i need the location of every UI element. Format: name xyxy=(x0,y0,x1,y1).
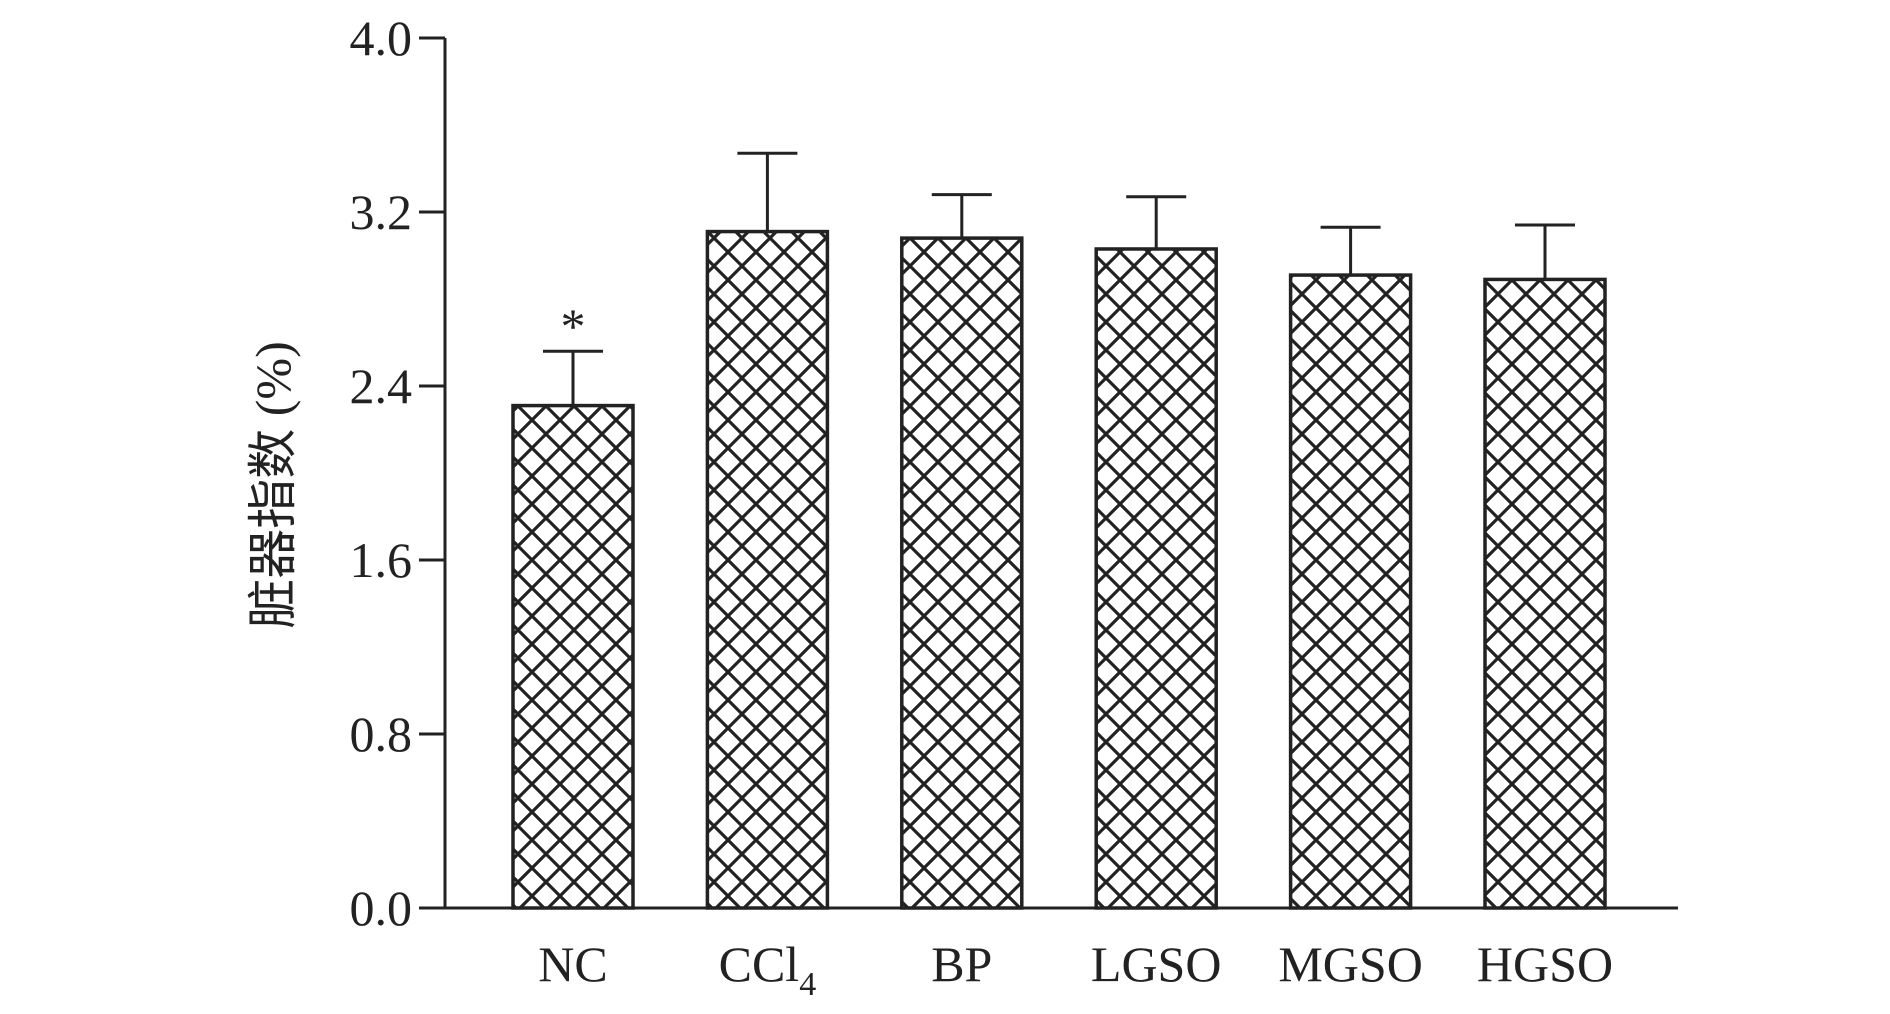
x-tick-label: LGSO xyxy=(1091,936,1222,992)
x-tick-label-text: BP xyxy=(931,936,992,992)
bar xyxy=(1288,273,1413,910)
x-tick-label-text: HGSO xyxy=(1477,936,1613,992)
significance-marker: * xyxy=(561,298,586,354)
bar xyxy=(705,229,830,910)
y-axis-label: 脏器指数 (%) xyxy=(245,341,301,628)
bar xyxy=(511,403,635,910)
y-tick-label: 4.0 xyxy=(350,10,413,66)
x-tick-label-subscript: 4 xyxy=(799,966,816,1003)
y-axis: 0.0 0.8 1.6 2.4 3.2 4.0 xyxy=(350,10,447,936)
bar xyxy=(1483,277,1607,910)
y-tick-label: 2.4 xyxy=(350,358,413,414)
y-tick-label: 0.8 xyxy=(350,706,413,762)
y-tick-label: 1.6 xyxy=(350,532,413,588)
x-tick-label: NC xyxy=(538,936,607,992)
x-tick-label: BP xyxy=(931,936,992,992)
x-tick-label-text: NC xyxy=(538,936,607,992)
bar xyxy=(900,236,1024,910)
x-tick-label-text: CCl xyxy=(719,936,800,992)
x-tick-label: CCl4 xyxy=(719,936,817,1003)
y-tick-label: 0.0 xyxy=(350,880,413,936)
x-axis: NC CCl4 BP LGSO MGSO HGSO xyxy=(445,906,1678,1003)
x-tick-label-text: LGSO xyxy=(1091,936,1222,992)
x-tick-label-text: MGSO xyxy=(1278,936,1422,992)
x-tick-label: HGSO xyxy=(1477,936,1613,992)
x-tick-label: MGSO xyxy=(1278,936,1422,992)
bars: * xyxy=(511,151,1607,910)
bar xyxy=(1094,247,1218,910)
y-tick-label: 3.2 xyxy=(350,184,413,240)
